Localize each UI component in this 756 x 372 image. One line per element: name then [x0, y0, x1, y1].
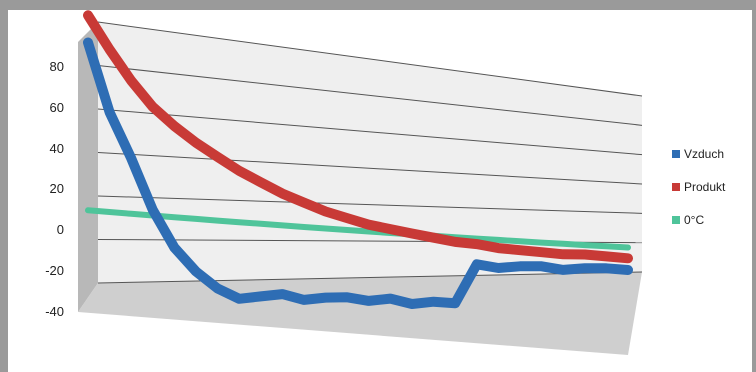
back-wall — [98, 22, 642, 283]
y-axis-ticks: 80 60 40 20 0 -20 -40 — [45, 59, 64, 319]
gridline — [97, 271, 643, 284]
chart-series — [83, 10, 633, 309]
legend-item: Produkt — [672, 179, 725, 195]
series-line-zero — [85, 207, 631, 251]
series-line-vzduch — [83, 37, 633, 309]
chart-walls — [78, 22, 642, 355]
gridline — [97, 195, 643, 214]
y-tick-label: 60 — [50, 100, 64, 115]
y-tick-label: 0 — [57, 222, 64, 237]
gridline — [97, 65, 643, 126]
legend-item: 0°C — [672, 212, 725, 228]
chart-gridlines — [97, 21, 643, 284]
y-tick-label: 80 — [50, 59, 64, 74]
series-line-produkt — [83, 10, 633, 264]
gridline — [97, 21, 643, 97]
legend: Vzduch Produkt 0°C — [672, 146, 725, 245]
side-wall — [78, 22, 98, 312]
gridline — [97, 108, 643, 156]
gridline — [97, 152, 643, 185]
legend-label: 0°C — [684, 213, 705, 227]
y-tick-label: -20 — [45, 263, 64, 278]
floor — [78, 272, 642, 355]
y-tick-label: -40 — [45, 304, 64, 319]
y-tick-label: 40 — [50, 141, 64, 156]
legend-swatch — [672, 150, 680, 158]
legend-item: Vzduch — [672, 146, 725, 162]
legend-swatch — [672, 216, 680, 224]
legend-label: Produkt — [684, 180, 726, 194]
legend-label: Vzduch — [684, 147, 725, 161]
legend-swatch — [672, 183, 680, 191]
y-tick-label: 20 — [50, 181, 64, 196]
